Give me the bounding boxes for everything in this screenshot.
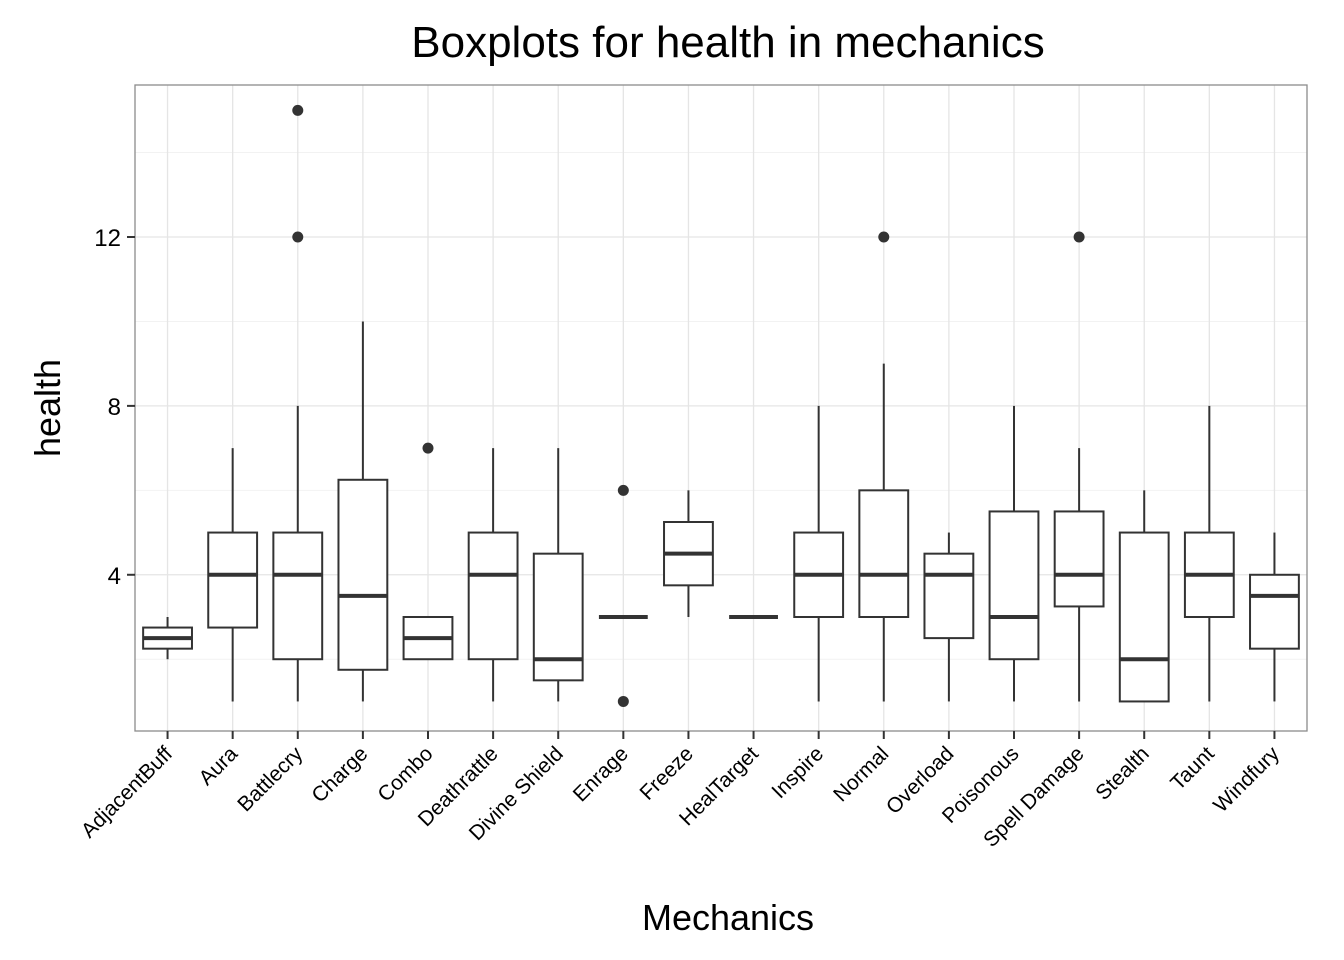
- y-tick-label: 8: [108, 394, 121, 421]
- panel-border: [134, 84, 1308, 732]
- box-group: [1249, 532, 1300, 702]
- box-group: [142, 617, 193, 660]
- box-iqr: [467, 531, 519, 661]
- box-group: [207, 448, 259, 702]
- box-group: [1118, 490, 1170, 703]
- box-group: [858, 231, 910, 702]
- box-iqr: [1118, 531, 1170, 703]
- box-group: [467, 448, 519, 702]
- outlier-point: [292, 231, 304, 243]
- box-iqr: [1249, 573, 1300, 650]
- box-group: [663, 490, 714, 617]
- x-axis-title: Mechanics: [642, 897, 814, 938]
- box-group: [272, 104, 324, 702]
- box-group: [598, 484, 648, 707]
- box-iqr: [923, 552, 975, 640]
- box-iqr: [858, 489, 910, 619]
- box-group: [402, 442, 454, 661]
- box-group: [1053, 231, 1105, 702]
- box-iqr: [337, 478, 389, 671]
- box-iqr: [207, 531, 259, 629]
- box-iqr: [1053, 510, 1105, 608]
- box-iqr: [272, 531, 324, 661]
- outlier-point: [1073, 231, 1085, 243]
- box-group: [1183, 405, 1235, 702]
- y-axis-title: health: [27, 359, 68, 457]
- outlier-point: [292, 104, 304, 116]
- box-layer: [142, 104, 1300, 707]
- y-tick-label: 12: [94, 225, 121, 252]
- outlier-point: [878, 231, 890, 243]
- box-group: [988, 405, 1040, 702]
- box-group: [532, 448, 584, 702]
- outlier-point: [617, 484, 629, 496]
- box-iqr: [988, 510, 1040, 661]
- chart-title: Boxplots for health in mechanics: [411, 18, 1044, 67]
- box-group: [793, 405, 845, 702]
- box-iqr: [532, 552, 584, 682]
- box-group: [923, 532, 975, 702]
- y-tick-label: 4: [108, 563, 121, 590]
- outlier-point: [617, 695, 629, 707]
- outlier-point: [422, 442, 434, 454]
- box-group: [337, 321, 389, 702]
